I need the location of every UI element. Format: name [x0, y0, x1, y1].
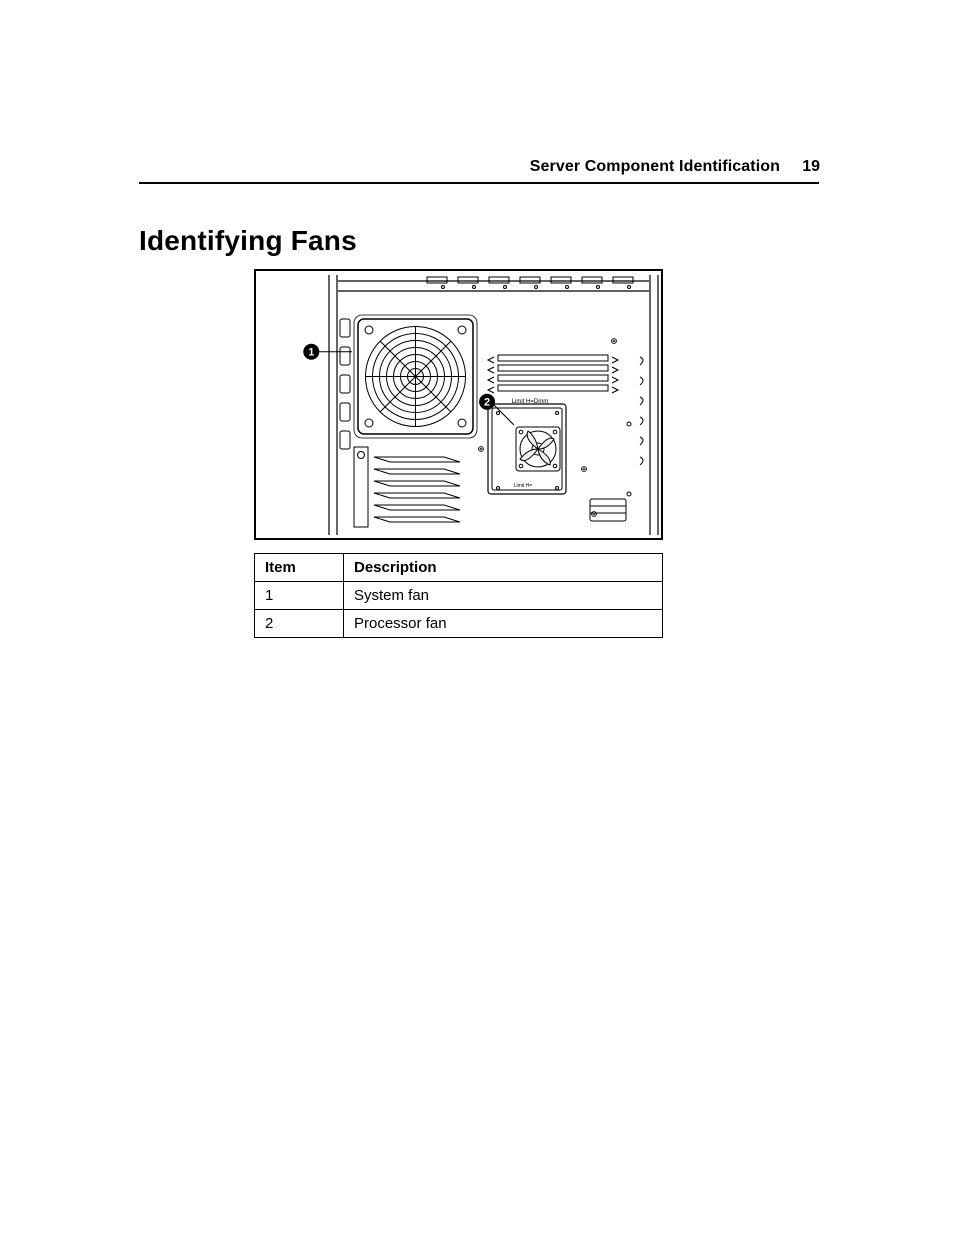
- col-header-description: Description: [344, 554, 663, 582]
- cell-item: 2: [255, 610, 344, 638]
- section-heading: Identifying Fans: [139, 225, 357, 257]
- cell-description: System fan: [344, 582, 663, 610]
- callout-2-label: 2: [484, 397, 490, 409]
- table-row: 2 Processor fan: [255, 610, 663, 638]
- col-header-item: Item: [255, 554, 344, 582]
- cell-item: 1: [255, 582, 344, 610]
- shroud-label-bottom: Limit H=: [514, 483, 533, 489]
- table-row: 1 System fan: [255, 582, 663, 610]
- fan-diagram: 1 2 Limit H=Dmm Limit H=: [254, 269, 663, 540]
- cell-description: Processor fan: [344, 610, 663, 638]
- running-title: Server Component Identification: [530, 158, 780, 176]
- table-header-row: Item Description: [255, 554, 663, 582]
- shroud-label-top: Limit H=Dmm: [512, 399, 549, 405]
- page-number: 19: [802, 158, 820, 176]
- header-rule: [139, 182, 819, 184]
- fan-diagram-svg: 1 2 Limit H=Dmm Limit H=: [254, 269, 663, 540]
- fan-table: Item Description 1 System fan 2 Processo…: [254, 553, 663, 638]
- page: Server Component Identification 19 Ident…: [0, 0, 954, 1235]
- callout-1-label: 1: [308, 347, 314, 359]
